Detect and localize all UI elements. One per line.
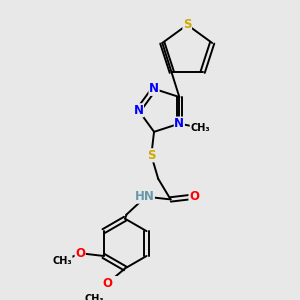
Text: S: S: [147, 149, 155, 162]
Text: N: N: [149, 82, 159, 95]
Text: O: O: [102, 277, 112, 290]
Text: CH₃: CH₃: [52, 256, 72, 266]
Text: CH₃: CH₃: [85, 294, 105, 300]
Text: N: N: [134, 104, 143, 117]
Text: CH₃: CH₃: [190, 123, 210, 133]
Text: HN: HN: [134, 190, 154, 203]
Text: S: S: [183, 18, 191, 31]
Text: O: O: [189, 190, 199, 203]
Text: N: N: [174, 117, 184, 130]
Text: O: O: [75, 247, 85, 260]
